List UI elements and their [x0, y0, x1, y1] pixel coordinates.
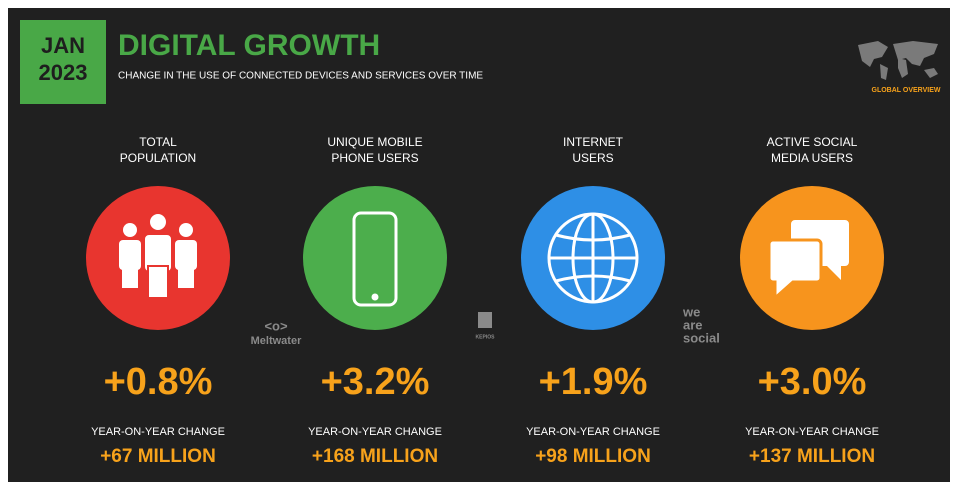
change-label: YEAR-ON-YEAR CHANGE: [526, 426, 660, 438]
chat-icon: [767, 220, 849, 302]
card-label: MEDIA USERS: [771, 151, 853, 165]
title: DIGITAL GROWTH: [118, 29, 380, 62]
date-badge: [20, 20, 106, 104]
badge-year: 2023: [39, 60, 88, 85]
icon-circle: [303, 186, 447, 330]
meltwater-logo: Meltwater: [251, 335, 302, 347]
corner-label: GLOBAL OVERVIEW: [872, 87, 941, 94]
card-label: POPULATION: [120, 151, 196, 165]
kepios-symbol: [478, 312, 492, 328]
world-map: [858, 41, 938, 80]
change-absolute: +168 MILLION: [312, 446, 438, 467]
change-absolute: +67 MILLION: [100, 446, 216, 467]
card-label: INTERNET: [563, 135, 624, 149]
was-logo: social: [683, 330, 720, 345]
card-label: PHONE USERS: [331, 151, 418, 165]
subtitle: CHANGE IN THE USE OF CONNECTED DEVICES A…: [118, 71, 483, 82]
card-label: UNIQUE MOBILE: [327, 135, 422, 149]
was-logo: are: [683, 317, 703, 332]
people-icon: [119, 212, 197, 299]
change-percent: +0.8%: [104, 361, 213, 403]
card-label: TOTAL: [139, 135, 177, 149]
change-label: YEAR-ON-YEAR CHANGE: [91, 426, 225, 438]
change-label: YEAR-ON-YEAR CHANGE: [308, 426, 442, 438]
badge-month: JAN: [41, 33, 85, 58]
meltwater-symbol: <o>: [264, 318, 288, 333]
change-percent: +3.0%: [758, 361, 867, 403]
was-logo: we: [682, 304, 700, 319]
kepios-logo: KEPIOS: [476, 334, 496, 340]
card-label: ACTIVE SOCIAL: [767, 135, 858, 149]
change-label: YEAR-ON-YEAR CHANGE: [745, 426, 879, 438]
card-label: USERS: [572, 151, 613, 165]
globe-icon: [547, 212, 639, 304]
phone-icon: [352, 211, 398, 307]
change-absolute: +137 MILLION: [749, 446, 875, 467]
change-percent: +1.9%: [539, 361, 648, 403]
change-absolute: +98 MILLION: [535, 446, 651, 467]
change-percent: +3.2%: [321, 361, 430, 403]
